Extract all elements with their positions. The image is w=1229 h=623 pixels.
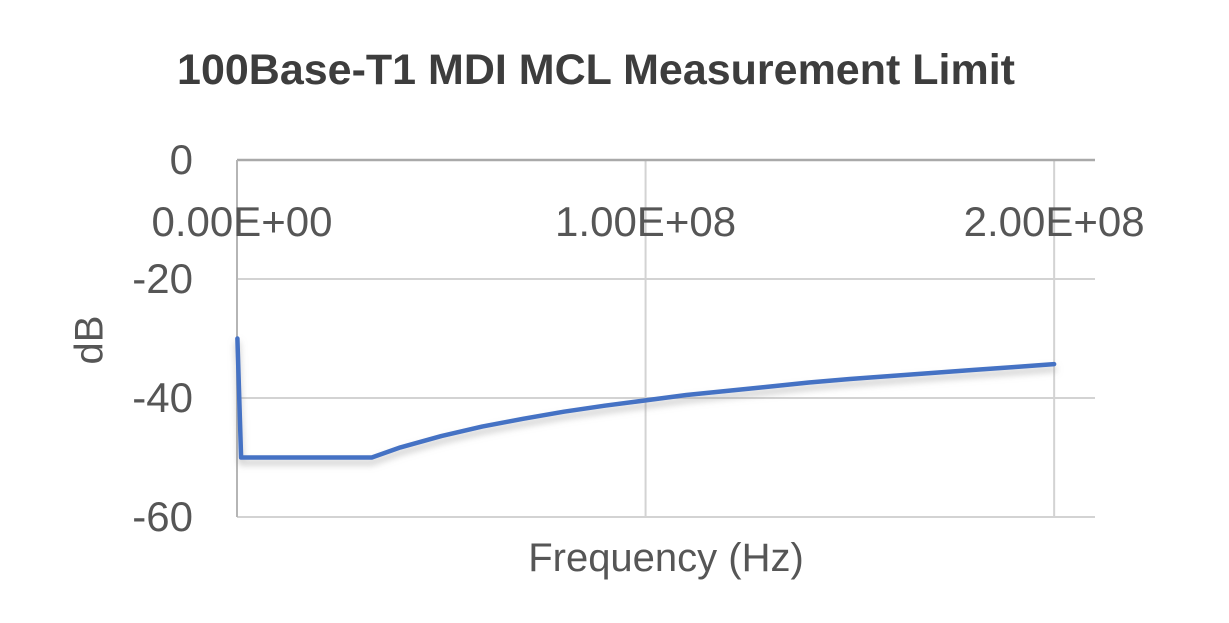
y-tick-label: -20 — [132, 255, 193, 302]
x-tick-label: 0.00E+00 — [151, 198, 333, 245]
y-tick-label: -60 — [132, 493, 193, 540]
x-axis-title: Frequency (Hz) — [528, 536, 804, 580]
plot-area — [235, 158, 1095, 518]
y-axis-title: dB — [67, 315, 112, 365]
chart-title: 100Base-T1 MDI MCL Measurement Limit — [177, 46, 1015, 94]
chart-svg — [235, 158, 1095, 518]
series-line — [235, 336, 1057, 460]
x-tick-label: 2.00E+08 — [963, 198, 1145, 245]
x-tick-label: 1.00E+08 — [555, 198, 737, 245]
y-tick-label: -40 — [132, 374, 193, 421]
y-tick-label: 0 — [169, 136, 193, 183]
